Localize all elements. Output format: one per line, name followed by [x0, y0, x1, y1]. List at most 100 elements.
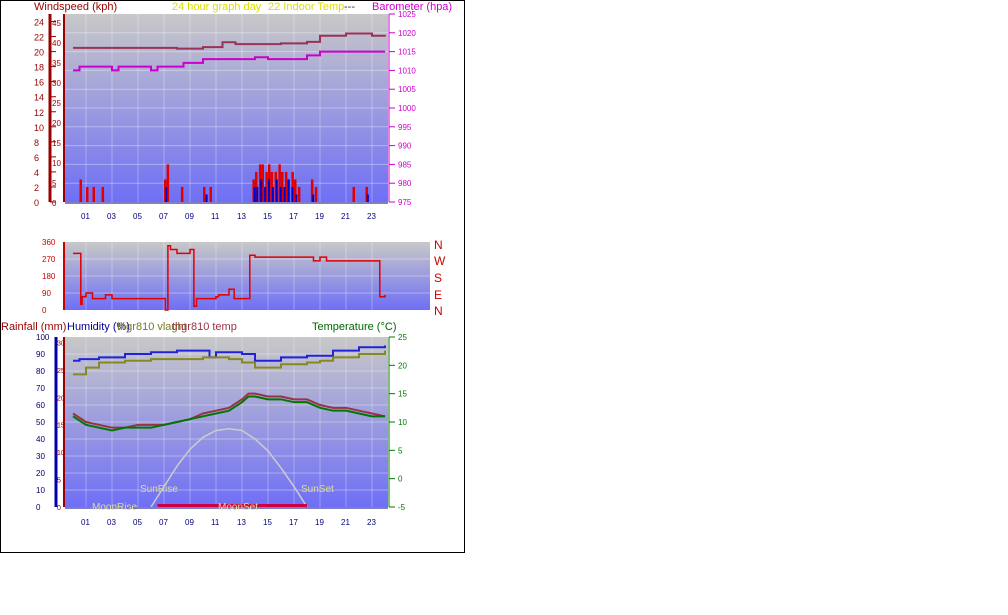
rainfall-tick-label: 25: [57, 368, 65, 375]
windspeed-alt-tick-label: 20: [52, 119, 61, 128]
bottom-x-tick-label: 15: [263, 518, 272, 527]
top-x-tick-label: 05: [133, 212, 142, 221]
direction-tick-label: 180: [42, 272, 56, 281]
indoor-temp-label: 22 Indoor Temp.: [268, 1, 347, 13]
windspeed-tick-label: 0: [34, 198, 39, 208]
humidity-tick-label: 10: [36, 486, 45, 495]
temperature-tick-label: 15: [398, 390, 407, 399]
bottom-x-tick-label: 19: [315, 518, 324, 527]
gust_blue-bar: [275, 179, 278, 202]
bottom-x-tick-label: 03: [107, 518, 116, 527]
windspeed-alt-tick-label: 5: [52, 179, 57, 188]
sunrise-label: SunRise: [140, 484, 178, 495]
gust_blue-bar: [253, 186, 256, 202]
gust_blue-bar: [264, 186, 267, 202]
wind-bar: [281, 171, 284, 202]
humidity-tick-label: 30: [36, 452, 45, 461]
wind-bar: [203, 186, 206, 202]
humidity-tick-label: 70: [36, 384, 45, 393]
windspeed-tick-label: 4: [34, 168, 39, 178]
direction-tick-label: 360: [42, 238, 56, 247]
windspeed-alt-tick-label: 35: [52, 59, 61, 68]
windspeed-alt-tick-label: 0: [52, 199, 57, 208]
barometer-tick-label: 1005: [398, 85, 416, 94]
barometer-line: [73, 50, 385, 72]
top-x-tick-label: 13: [237, 212, 246, 221]
humidity-tick-label: 90: [36, 350, 45, 359]
windspeed-alt-tick-label: 30: [52, 79, 61, 88]
humidity-tick-label: 20: [36, 469, 45, 478]
gust_blue-bar: [283, 186, 286, 202]
direction-label-n-bottom: N: [434, 304, 443, 318]
direction-tick-label: 270: [42, 255, 56, 264]
wind-bar: [252, 179, 255, 202]
temperature-tick-label: 25: [398, 333, 407, 342]
humidity-tick-label: 60: [36, 401, 45, 410]
barometer-axis-label: Barometer (hpa): [372, 1, 452, 13]
gust_blue-bar: [279, 186, 282, 202]
direction-label-s: S: [434, 271, 442, 285]
windspeed-tick-label: 24: [34, 18, 44, 28]
humidity-tick-label: 100: [36, 333, 50, 342]
wind-bar: [265, 171, 268, 202]
barometer-tick-label: 1010: [398, 66, 416, 75]
wind-bar: [365, 186, 368, 202]
green-line: [72, 395, 385, 432]
graph-title: 24 hour graph day: [172, 1, 262, 13]
series-layer: [72, 32, 386, 508]
humidity-tick-label: 50: [36, 418, 45, 427]
windspeed-tick-label: 2: [34, 183, 39, 193]
windspeed-tick-label: 12: [34, 108, 44, 118]
gust_blue-bar: [256, 186, 259, 202]
axes: 0246810121416182022240510152025303540459…: [34, 10, 416, 527]
rainfall-tick-label: 0: [57, 505, 61, 512]
humidity-tick-label: 80: [36, 367, 45, 376]
direction-label-w: W: [434, 254, 446, 268]
gust_blue-bar: [271, 186, 274, 202]
temperature-tick-label: -5: [398, 503, 406, 512]
rainfall-tick-label: 15: [57, 423, 65, 430]
sunset-label: SunSet: [301, 484, 334, 495]
top-x-tick-label: 07: [159, 212, 168, 221]
gust_blue-bar: [268, 179, 270, 202]
gust_blue-bar: [312, 194, 315, 202]
top-x-tick-label: 01: [81, 212, 90, 221]
barometer-tick-label: 1025: [398, 10, 416, 19]
barometer-tick-label: 980: [398, 179, 412, 188]
windspeed-tick-label: 10: [34, 123, 44, 133]
wind-bar: [314, 186, 318, 202]
moon-band: [157, 504, 307, 507]
wind-bar: [86, 186, 89, 202]
bottom-x-tick-label: 23: [367, 518, 376, 527]
wind-bar: [101, 186, 105, 202]
bottom-x-tick-label: 05: [133, 518, 142, 527]
gust_blue-bar: [295, 194, 298, 202]
top-x-tick-label: 19: [315, 212, 324, 221]
top-plot-area: [65, 14, 388, 202]
windspeed-tick-label: 16: [34, 78, 44, 88]
gust_blue-bar: [260, 179, 263, 202]
wind-bar: [209, 186, 212, 202]
gust_blue-bar: [165, 186, 168, 202]
barometer-tick-label: 1015: [398, 48, 416, 57]
barometer-tick-label: 975: [398, 198, 412, 207]
temperature-tick-label: 5: [398, 446, 403, 455]
bottom-plot-area: [65, 337, 388, 507]
moonrise-label: MoonRise: [92, 502, 137, 513]
bottom-x-tick-label: 13: [237, 518, 246, 527]
humidity-tick-label: 40: [36, 435, 45, 444]
direction-label-n-top: N: [434, 238, 443, 252]
wind-bar: [255, 171, 258, 202]
windspeed-tick-label: 8: [34, 138, 39, 148]
wind-bar: [297, 186, 301, 202]
temp-sensor-label: thgr810 temp: [172, 321, 237, 333]
wind-direction-line: [73, 245, 386, 311]
windspeed-tick-label: 6: [34, 153, 39, 163]
indoor-line: [73, 32, 386, 50]
windspeed-tick-label: 20: [34, 48, 44, 58]
wind-bar: [352, 186, 355, 202]
windspeed-alt-tick-label: 15: [52, 139, 61, 148]
windspeed-tick-label: 14: [34, 93, 44, 103]
windspeed-axis-label: Windspeed (kph): [34, 1, 117, 13]
